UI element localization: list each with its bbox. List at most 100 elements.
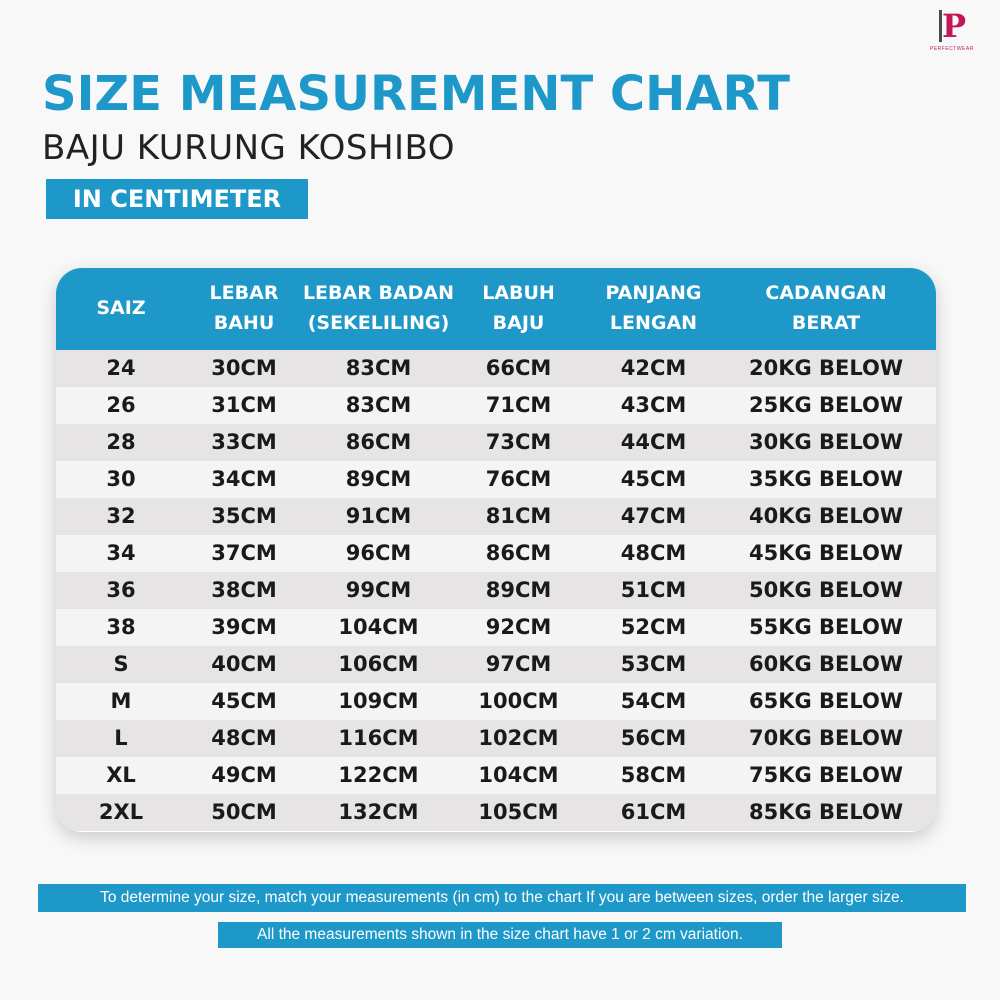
cell-saiz: XL [106, 763, 136, 787]
column-header-lebar-badan: LEBAR BADAN (SEKELILING) [291, 278, 466, 338]
table-row: 26 31CM 83CM 71CM 43CM 25KG BELOW [56, 387, 936, 424]
cell-saiz: S [113, 652, 129, 676]
cell-panjang-lengan: 54CM [620, 689, 687, 713]
cell-panjang-lengan: 45CM [620, 467, 687, 491]
cell-panjang-lengan: 43CM [620, 393, 687, 417]
fit-advice-note: To determine your size, match your measu… [38, 884, 966, 912]
column-header-line: BERAT [791, 312, 861, 334]
cell-labuh-baju: 73CM [485, 430, 552, 454]
cell-saiz: 30 [106, 467, 136, 491]
cell-lebar-bahu: 48CM [211, 726, 277, 750]
cell-lebar-badan: 122CM [338, 763, 419, 787]
cell-labuh-baju: 66CM [485, 356, 552, 380]
cell-lebar-bahu: 35CM [211, 504, 277, 528]
cell-lebar-bahu: 40CM [211, 652, 277, 676]
column-header-line: PANJANG [605, 282, 702, 304]
cell-lebar-bahu: 33CM [211, 430, 277, 454]
cell-labuh-baju: 76CM [485, 467, 552, 491]
table-row: 38 39CM 104CM 92CM 52CM 55KG BELOW [56, 609, 936, 646]
cell-lebar-bahu: 49CM [211, 763, 277, 787]
cell-lebar-bahu: 39CM [211, 615, 277, 639]
table-row: S 40CM 106CM 97CM 53CM 60KG BELOW [56, 646, 936, 683]
column-header-lebar-bahu: LEBAR BAHU [184, 278, 304, 338]
table-header: SAIZ LEBAR BAHU LEBAR BADAN (SEKELILING)… [56, 268, 936, 350]
cell-cadangan-berat: 50KG BELOW [748, 578, 904, 602]
cell-labuh-baju: 97CM [485, 652, 552, 676]
cell-lebar-badan: 99CM [345, 578, 412, 602]
cell-cadangan-berat: 60KG BELOW [748, 652, 904, 676]
cell-saiz: 38 [106, 615, 136, 639]
cell-saiz: 32 [106, 504, 136, 528]
cell-lebar-bahu: 50CM [211, 800, 277, 824]
cell-lebar-badan: 86CM [345, 430, 412, 454]
cell-lebar-badan: 83CM [345, 356, 412, 380]
cell-panjang-lengan: 61CM [620, 800, 687, 824]
column-header-line: LENGAN [609, 312, 698, 334]
column-header-line: BAJU [492, 312, 545, 334]
column-header-line: CADANGAN [765, 282, 887, 304]
cell-saiz: 36 [106, 578, 136, 602]
cell-cadangan-berat: 75KG BELOW [748, 763, 904, 787]
cell-lebar-bahu: 30CM [211, 356, 277, 380]
table-row: 2XL 50CM 132CM 105CM 61CM 85KG BELOW [56, 794, 936, 831]
cell-lebar-badan: 116CM [338, 726, 419, 750]
cell-labuh-baju: 71CM [485, 393, 552, 417]
table-row: 32 35CM 91CM 81CM 47CM 40KG BELOW [56, 498, 936, 535]
column-header-panjang-lengan: PANJANG LENGAN [586, 278, 721, 338]
cell-panjang-lengan: 51CM [620, 578, 687, 602]
cell-lebar-badan: 104CM [338, 615, 419, 639]
cell-cadangan-berat: 55KG BELOW [748, 615, 904, 639]
cell-saiz: 28 [106, 430, 136, 454]
table-row: L 48CM 116CM 102CM 56CM 70KG BELOW [56, 720, 936, 757]
cell-panjang-lengan: 42CM [620, 356, 687, 380]
cell-panjang-lengan: 53CM [620, 652, 687, 676]
column-header-line: LEBAR BADAN [302, 282, 455, 304]
cell-panjang-lengan: 52CM [620, 615, 687, 639]
logo-bar [939, 10, 942, 42]
cell-cadangan-berat: 85KG BELOW [748, 800, 904, 824]
cell-cadangan-berat: 70KG BELOW [748, 726, 904, 750]
cell-panjang-lengan: 44CM [620, 430, 687, 454]
cell-lebar-bahu: 37CM [211, 541, 277, 565]
table-row: 30 34CM 89CM 76CM 45CM 35KG BELOW [56, 461, 936, 498]
cell-labuh-baju: 105CM [478, 800, 559, 824]
cell-cadangan-berat: 20KG BELOW [748, 356, 904, 380]
cell-panjang-lengan: 47CM [620, 504, 687, 528]
logo-mark: P [942, 7, 967, 45]
cell-lebar-bahu: 45CM [211, 689, 277, 713]
cell-labuh-baju: 92CM [485, 615, 552, 639]
table-row: 28 33CM 86CM 73CM 44CM 30KG BELOW [56, 424, 936, 461]
cell-labuh-baju: 89CM [485, 578, 552, 602]
cell-panjang-lengan: 56CM [620, 726, 687, 750]
cell-cadangan-berat: 45KG BELOW [748, 541, 904, 565]
table-row: 36 38CM 99CM 89CM 51CM 50KG BELOW [56, 572, 936, 609]
column-header-line: LABUH [482, 282, 555, 304]
column-header-line: BAHU [213, 312, 275, 334]
table-row: M 45CM 109CM 100CM 54CM 65KG BELOW [56, 683, 936, 720]
size-table: SAIZ LEBAR BAHU LEBAR BADAN (SEKELILING)… [56, 268, 936, 832]
cell-lebar-badan: 91CM [345, 504, 412, 528]
cell-lebar-badan: 89CM [345, 467, 412, 491]
cell-lebar-bahu: 38CM [211, 578, 277, 602]
cell-lebar-badan: 106CM [338, 652, 419, 676]
cell-saiz: L [114, 726, 128, 750]
logo-text: PERFECTWEAR [930, 46, 974, 52]
column-header-labuh-baju: LABUH BAJU [456, 278, 581, 338]
brand-logo: P PERFECTWEAR [930, 8, 986, 54]
cell-cadangan-berat: 30KG BELOW [748, 430, 904, 454]
cell-labuh-baju: 100CM [478, 689, 559, 713]
column-header-saiz: SAIZ [66, 293, 176, 323]
table-row: 24 30CM 83CM 66CM 42CM 20KG BELOW [56, 350, 936, 387]
unit-tag: IN CENTIMETER [46, 179, 308, 219]
cell-labuh-baju: 81CM [485, 504, 552, 528]
cell-lebar-bahu: 34CM [211, 467, 277, 491]
cell-lebar-badan: 83CM [345, 393, 412, 417]
cell-labuh-baju: 86CM [485, 541, 552, 565]
cell-lebar-badan: 132CM [338, 800, 419, 824]
cell-saiz: 2XL [98, 800, 144, 824]
table-row: XL 49CM 122CM 104CM 58CM 75KG BELOW [56, 757, 936, 794]
cell-lebar-bahu: 31CM [211, 393, 277, 417]
cell-saiz: 24 [106, 356, 136, 380]
cell-cadangan-berat: 35KG BELOW [748, 467, 904, 491]
cell-saiz: 34 [106, 541, 136, 565]
